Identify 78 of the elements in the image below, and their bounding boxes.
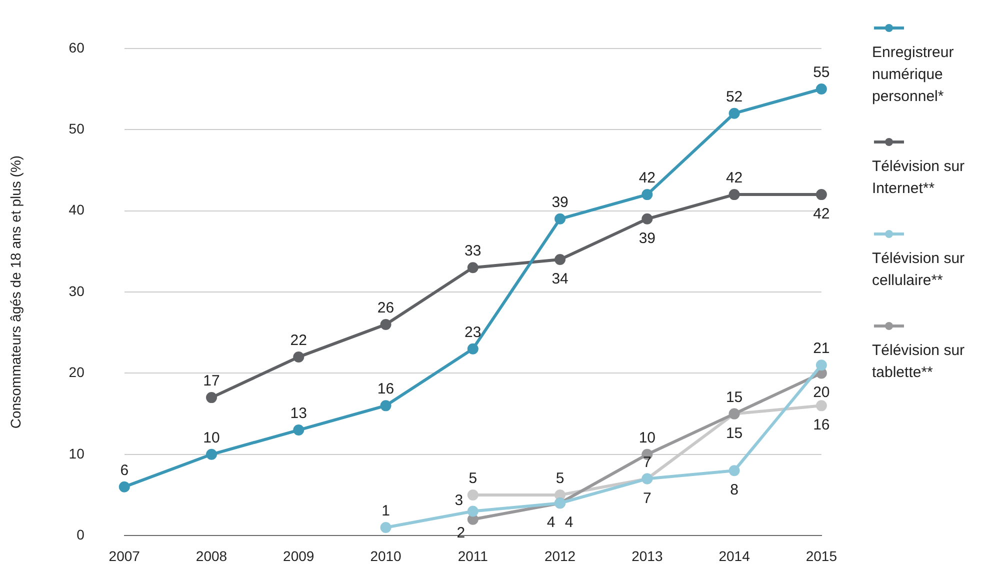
data-label: 55: [813, 64, 830, 81]
data-label: 21: [813, 340, 830, 358]
x-tick-label: 2013: [632, 548, 663, 564]
point: [642, 189, 653, 200]
data-label: 26: [377, 299, 394, 316]
point: [380, 400, 392, 412]
x-tick-label: 2012: [544, 548, 576, 564]
data-label: 1: [382, 502, 390, 520]
point: [206, 448, 218, 460]
data-label: 5: [468, 470, 478, 487]
y-tick-label: 60: [68, 39, 85, 56]
data-label: 6: [120, 462, 129, 479]
legend-label: Télévision sur Internet**: [872, 157, 966, 199]
x-tick-label: 2015: [806, 548, 838, 564]
legend-label: Enregistreur numérique personnel*: [872, 43, 955, 107]
y-tick-label: 20: [68, 364, 85, 380]
point: [728, 108, 740, 119]
data-label: 16: [377, 380, 394, 398]
x-tick-label: 2009: [283, 548, 314, 564]
legend-label: Télévision sur tablette**: [872, 341, 966, 383]
data-label: 8: [730, 482, 738, 499]
data-label: 4: [564, 514, 574, 532]
point: [554, 254, 566, 266]
data-label: 15: [726, 388, 743, 406]
data-label: 17: [203, 372, 220, 390]
point: [554, 213, 566, 224]
point: [728, 189, 740, 200]
data-label: 7: [642, 454, 652, 471]
point: [467, 490, 478, 500]
point: [118, 481, 130, 492]
point: [467, 262, 478, 274]
x-tick-label: 2010: [370, 548, 402, 564]
data-label: 20: [813, 384, 830, 402]
point: [816, 84, 827, 94]
x-tick-label: 2014: [718, 548, 750, 564]
data-label: 22: [290, 332, 307, 349]
data-label: 16: [813, 416, 830, 434]
data-label: 5: [556, 470, 564, 487]
x-tick-label: 2008: [196, 548, 228, 564]
data-label: 13: [290, 405, 307, 422]
point: [206, 392, 218, 404]
data-label: 42: [726, 170, 743, 187]
data-label: 4: [546, 514, 556, 532]
y-tick-label: 30: [68, 282, 85, 299]
data-label: 39: [638, 230, 656, 247]
data-label: 34: [552, 270, 568, 288]
x-tick-label: 2007: [108, 548, 140, 564]
data-label: 15: [726, 424, 743, 442]
y-tick-label: 10: [68, 445, 85, 462]
data-label: 10: [203, 429, 220, 446]
data-label: 52: [726, 88, 743, 106]
point: [467, 506, 478, 517]
data-label: 23: [464, 324, 482, 341]
point: [554, 490, 566, 500]
y-tick-label: 0: [76, 526, 85, 542]
data-label: 39: [552, 194, 568, 211]
data-label: 42: [638, 170, 656, 187]
point: [380, 318, 392, 330]
y-tick-label: 40: [68, 202, 85, 218]
data-label: 3: [454, 492, 464, 510]
point: [816, 360, 827, 371]
point: [293, 351, 304, 362]
data-label: 7: [642, 490, 652, 507]
point: [642, 213, 653, 224]
legend-label: Télévision sur cellulaire**: [872, 249, 966, 291]
point: [380, 522, 392, 533]
point: [467, 343, 478, 354]
data-label: 33: [464, 242, 482, 260]
x-tick-label: 2011: [458, 548, 488, 564]
point: [816, 189, 827, 200]
point: [728, 465, 740, 476]
y-axis-title: Consommateurs âgés de 18 ans et plus (%): [7, 155, 24, 429]
data-label: 10: [638, 429, 656, 446]
y-tick-label: 50: [68, 120, 85, 136]
data-label: 42: [813, 206, 830, 223]
point: [293, 424, 304, 436]
point: [467, 514, 478, 525]
point: [816, 400, 827, 412]
